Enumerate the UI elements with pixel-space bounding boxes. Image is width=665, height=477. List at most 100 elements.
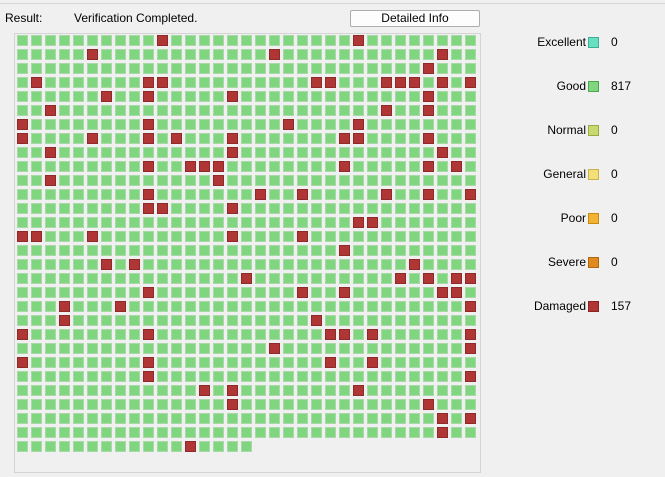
block-cell-good: [395, 91, 406, 102]
block-cell-good: [409, 119, 420, 130]
block-cell-good: [255, 315, 266, 326]
block-cell-good: [171, 63, 182, 74]
block-cell-good: [101, 315, 112, 326]
block-cell-good: [395, 147, 406, 158]
block-cell-good: [437, 161, 448, 172]
block-cell-damaged: [143, 77, 154, 88]
block-cell-good: [115, 329, 126, 340]
block-cell-good: [423, 217, 434, 228]
block-cell-good: [227, 371, 238, 382]
block-cell-good: [129, 189, 140, 200]
block-cell-good: [437, 217, 448, 228]
block-cell-good: [367, 301, 378, 312]
block-cell-good: [171, 273, 182, 284]
block-cell-damaged: [143, 357, 154, 368]
block-cell-good: [227, 301, 238, 312]
block-cell-good: [423, 315, 434, 326]
block-cell-good: [367, 105, 378, 116]
block-cell-good: [31, 105, 42, 116]
block-cell-good: [129, 399, 140, 410]
block-cell-good: [395, 217, 406, 228]
block-cell-good: [115, 231, 126, 242]
block-cell-good: [409, 147, 420, 158]
block-cell-good: [367, 189, 378, 200]
block-cell-good: [185, 147, 196, 158]
block-cell-good: [297, 147, 308, 158]
block-cell-good: [283, 259, 294, 270]
block-cell-good: [101, 175, 112, 186]
block-cell-good: [213, 91, 224, 102]
block-cell-good: [465, 231, 476, 242]
block-cell-good: [157, 147, 168, 158]
block-cell-good: [255, 147, 266, 158]
block-cell-good: [465, 399, 476, 410]
block-cell-damaged: [143, 119, 154, 130]
block-cell-good: [227, 105, 238, 116]
block-cell-good: [269, 203, 280, 214]
block-cell-good: [17, 441, 28, 452]
block-cell-good: [87, 427, 98, 438]
result-label: Result:: [5, 11, 43, 25]
block-cell-good: [227, 35, 238, 46]
legend-label-excellent: Excellent: [537, 35, 586, 49]
block-cell-damaged: [157, 35, 168, 46]
block-cell-damaged: [115, 301, 126, 312]
block-cell-good: [325, 259, 336, 270]
block-cell-good: [367, 161, 378, 172]
block-cell-good: [353, 329, 364, 340]
block-cell-good: [101, 343, 112, 354]
block-cell-good: [451, 343, 462, 354]
block-cell-good: [465, 287, 476, 298]
block-cell-good: [437, 91, 448, 102]
block-cell-good: [73, 35, 84, 46]
block-cell-good: [129, 161, 140, 172]
block-cell-good: [367, 35, 378, 46]
block-cell-damaged: [339, 133, 350, 144]
block-cell-damaged: [325, 329, 336, 340]
block-cell-good: [395, 35, 406, 46]
block-cell-good: [157, 427, 168, 438]
block-cell-good: [367, 133, 378, 144]
block-cell-good: [199, 217, 210, 228]
legend-count-good: 817: [611, 79, 632, 93]
block-cell-good: [311, 343, 322, 354]
detailed-info-button[interactable]: Detailed Info: [350, 10, 480, 27]
block-cell-good: [451, 385, 462, 396]
block-cell-good: [269, 315, 280, 326]
block-cell-good: [87, 175, 98, 186]
block-cell-good: [451, 427, 462, 438]
block-cell-good: [269, 385, 280, 396]
block-cell-good: [157, 49, 168, 60]
block-cell-good: [353, 161, 364, 172]
block-cell-good: [101, 133, 112, 144]
block-cell-good: [367, 49, 378, 60]
block-cell-good: [395, 105, 406, 116]
block-cell-good: [325, 427, 336, 438]
block-cell-good: [381, 413, 392, 424]
block-cell-good: [59, 441, 70, 452]
block-cell-good: [185, 357, 196, 368]
block-cell-good: [339, 119, 350, 130]
block-cell-good: [73, 315, 84, 326]
block-cell-damaged: [185, 161, 196, 172]
block-cell-damaged: [87, 49, 98, 60]
block-cell-good: [171, 371, 182, 382]
block-cell-good: [87, 203, 98, 214]
block-cell-good: [451, 175, 462, 186]
legend-label-damaged: Damaged: [533, 299, 586, 313]
block-cell-damaged: [353, 35, 364, 46]
block-cell-good: [255, 77, 266, 88]
block-cell-good: [101, 413, 112, 424]
block-cell-good: [255, 399, 266, 410]
block-cell-good: [213, 217, 224, 228]
block-cell-good: [283, 77, 294, 88]
block-cell-good: [283, 273, 294, 284]
block-cell-good: [73, 441, 84, 452]
block-cell-good: [311, 63, 322, 74]
block-cell-good: [59, 231, 70, 242]
block-cell-good: [311, 217, 322, 228]
block-cell-good: [465, 133, 476, 144]
block-cell-good: [185, 413, 196, 424]
block-cell-good: [241, 217, 252, 228]
block-cell-damaged: [87, 231, 98, 242]
